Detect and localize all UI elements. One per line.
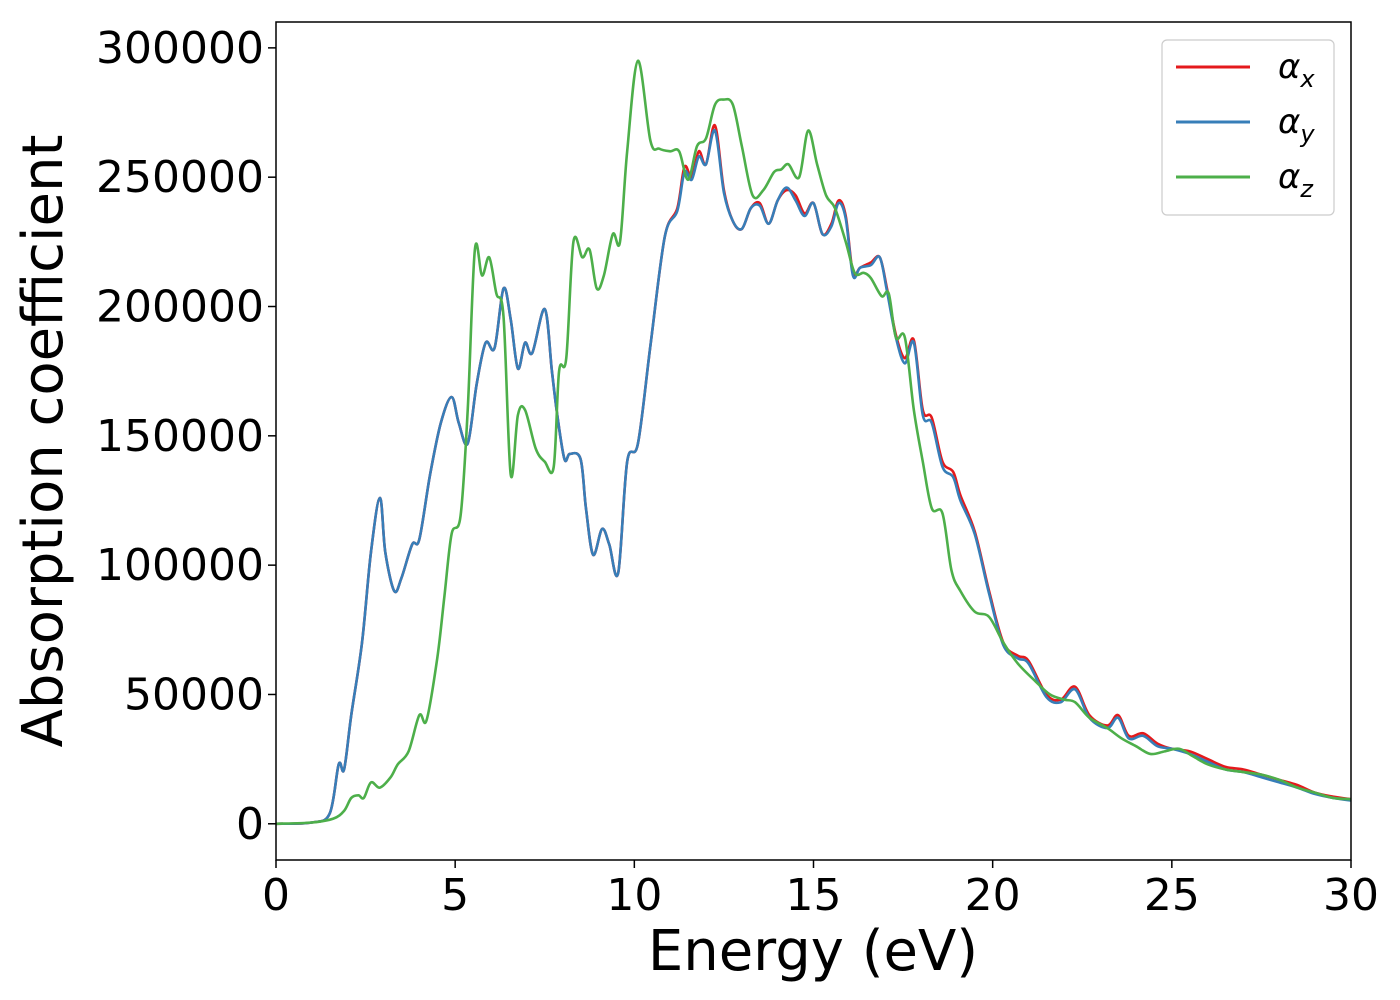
- legend-label-subscript: x: [1299, 65, 1315, 93]
- legend-label-x: αx: [1278, 47, 1315, 93]
- x-tick-label: 0: [262, 870, 290, 921]
- y-tick-label: 250000: [96, 152, 264, 203]
- x-tick-label: 30: [1323, 870, 1379, 921]
- series-line-z: [275, 59, 1352, 826]
- y-tick-label: 0: [236, 799, 264, 850]
- series-layer: [275, 59, 1352, 826]
- legend-box: [1161, 39, 1335, 216]
- legend-label-subscript: z: [1299, 175, 1314, 203]
- y-tick-label: 50000: [124, 669, 264, 720]
- legend-label-base: α: [1278, 102, 1300, 142]
- x-tick-label: 15: [786, 870, 842, 921]
- legend-label-y: αy: [1278, 102, 1315, 148]
- y-tick-label: 150000: [96, 411, 264, 462]
- x-axis-label: Energy (eV): [648, 919, 978, 984]
- series-line-y: [275, 129, 1352, 826]
- y-axis-label: Absorption coefficient: [11, 135, 76, 748]
- x-tick-label: 10: [606, 870, 662, 921]
- y-tick-label: 100000: [96, 540, 264, 591]
- x-tick-label: 20: [965, 870, 1021, 921]
- x-axis: 0 5 10 15 20 25 30: [262, 860, 1379, 921]
- legend-label-base: α: [1278, 47, 1300, 87]
- y-axis: 0 50000 100000 150000 200000 250000 300000: [96, 23, 276, 850]
- legend-label-subscript: y: [1299, 120, 1315, 148]
- legend-label-base: α: [1278, 157, 1300, 197]
- y-tick-label: 200000: [96, 282, 264, 333]
- x-tick-label: 25: [1144, 870, 1200, 921]
- y-tick-label: 300000: [96, 23, 264, 74]
- x-tick-label: 5: [441, 870, 469, 921]
- legend-label-z: αz: [1278, 157, 1314, 203]
